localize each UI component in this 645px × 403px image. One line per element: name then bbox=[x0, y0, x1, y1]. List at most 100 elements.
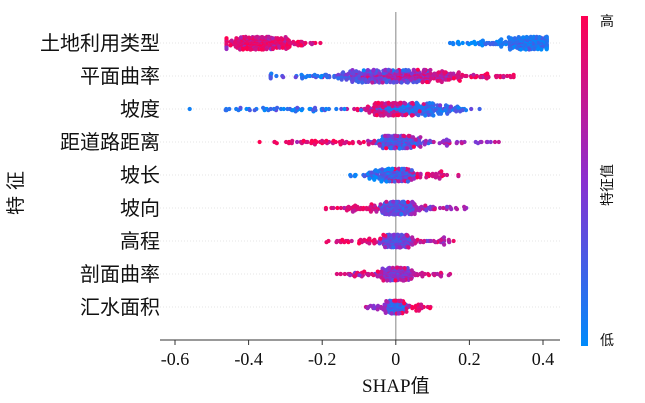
shap-point bbox=[379, 306, 384, 311]
shap-point bbox=[485, 139, 490, 145]
x-tick-label: 0.4 bbox=[532, 349, 555, 369]
shap-point bbox=[422, 67, 427, 72]
shap-point bbox=[323, 207, 328, 212]
x-tick-label: 0.2 bbox=[458, 349, 481, 369]
shap-point bbox=[414, 100, 419, 105]
shap-point bbox=[397, 146, 402, 151]
shap-point bbox=[496, 139, 501, 145]
shap-point bbox=[335, 205, 340, 211]
shap-point bbox=[299, 43, 304, 48]
shap-point bbox=[532, 47, 537, 52]
shap-point bbox=[396, 166, 401, 171]
shap-point bbox=[366, 142, 371, 147]
shap-point bbox=[358, 237, 363, 242]
shap-point bbox=[270, 36, 275, 41]
shap-point bbox=[398, 265, 403, 270]
shap-point bbox=[388, 80, 393, 85]
feature-label: 坡向 bbox=[120, 196, 160, 220]
shap-point bbox=[420, 80, 425, 85]
shap-point bbox=[374, 113, 379, 118]
shap-point bbox=[261, 105, 266, 110]
shap-point bbox=[463, 108, 469, 113]
shap-point bbox=[377, 143, 382, 148]
shap-point bbox=[459, 141, 464, 146]
y-axis-title: 特征 bbox=[5, 165, 27, 215]
shap-point bbox=[399, 80, 404, 85]
shap-point bbox=[356, 79, 361, 85]
shap-point bbox=[314, 139, 319, 145]
shap-point bbox=[499, 44, 504, 49]
shap-point bbox=[307, 106, 312, 112]
shap-point bbox=[431, 113, 436, 118]
shap-point bbox=[419, 204, 424, 209]
shap-point bbox=[426, 171, 431, 176]
shap-point bbox=[247, 108, 252, 113]
shap-point bbox=[361, 68, 366, 73]
shap-point bbox=[413, 304, 418, 310]
shap-point bbox=[259, 47, 264, 52]
shap-point bbox=[478, 75, 483, 80]
shap-point bbox=[394, 245, 399, 250]
shap-point bbox=[312, 72, 317, 77]
shap-point bbox=[379, 137, 384, 142]
shap-point bbox=[444, 204, 450, 209]
shap-point bbox=[369, 170, 374, 175]
shap-point bbox=[404, 309, 409, 314]
shap-point bbox=[436, 70, 441, 75]
feature-label: 剖面曲率 bbox=[80, 262, 160, 286]
shap-point bbox=[303, 75, 308, 80]
shap-point bbox=[362, 237, 367, 242]
shap-point bbox=[388, 146, 393, 151]
shap-point bbox=[233, 39, 238, 44]
shap-point bbox=[454, 207, 460, 212]
shap-point bbox=[405, 199, 410, 205]
shap-point bbox=[411, 176, 417, 181]
shap-point bbox=[446, 237, 451, 242]
shap-point bbox=[406, 245, 411, 250]
shap-point bbox=[382, 308, 388, 313]
shap-point bbox=[334, 271, 339, 277]
shap-point bbox=[379, 269, 384, 274]
shap-point bbox=[390, 166, 395, 171]
shap-point bbox=[409, 113, 414, 118]
shap-point bbox=[446, 273, 451, 278]
shap-point bbox=[322, 139, 327, 145]
shap-point bbox=[309, 138, 314, 143]
shap-point bbox=[367, 241, 372, 246]
shap-point bbox=[441, 235, 447, 240]
shap-point bbox=[334, 106, 339, 112]
shap-point bbox=[528, 34, 533, 39]
shap-point bbox=[411, 144, 416, 149]
shap-point bbox=[324, 72, 329, 77]
shap-point bbox=[238, 35, 244, 40]
shap-point bbox=[238, 105, 243, 110]
shap-point bbox=[531, 34, 536, 39]
shap-point bbox=[187, 106, 192, 112]
shap-point bbox=[281, 106, 286, 112]
shap-point bbox=[432, 273, 437, 278]
shap-point bbox=[366, 79, 371, 84]
shap-point bbox=[443, 103, 449, 108]
shap-point bbox=[377, 71, 382, 76]
shap-point bbox=[418, 240, 423, 245]
shap-point bbox=[398, 100, 403, 105]
feature-label: 坡度 bbox=[120, 97, 160, 121]
shap-point bbox=[434, 172, 439, 178]
shap-point bbox=[339, 106, 344, 112]
shap-point bbox=[290, 138, 295, 143]
shap-point bbox=[365, 138, 371, 143]
shap-point bbox=[384, 80, 389, 85]
shap-point bbox=[382, 302, 387, 307]
shap-point bbox=[521, 35, 526, 40]
shap-point bbox=[437, 176, 442, 181]
shap-point bbox=[544, 34, 549, 39]
shap-point bbox=[412, 211, 417, 217]
shap-point bbox=[405, 266, 410, 271]
shap-point bbox=[421, 102, 426, 107]
shap-point bbox=[411, 270, 416, 275]
shap-point bbox=[361, 139, 366, 145]
shap-point bbox=[462, 204, 467, 209]
shap-point bbox=[357, 241, 362, 246]
shap-point bbox=[410, 199, 415, 204]
